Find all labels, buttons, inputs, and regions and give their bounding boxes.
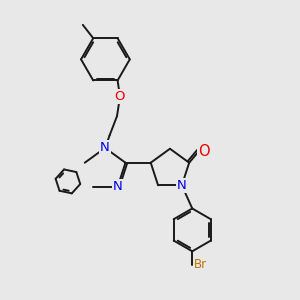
Text: O: O: [198, 144, 210, 159]
Text: O: O: [115, 90, 125, 103]
Text: N: N: [100, 141, 110, 154]
Text: Br: Br: [194, 258, 207, 271]
Text: N: N: [177, 179, 187, 192]
Text: N: N: [113, 180, 123, 193]
Text: N: N: [100, 141, 110, 154]
